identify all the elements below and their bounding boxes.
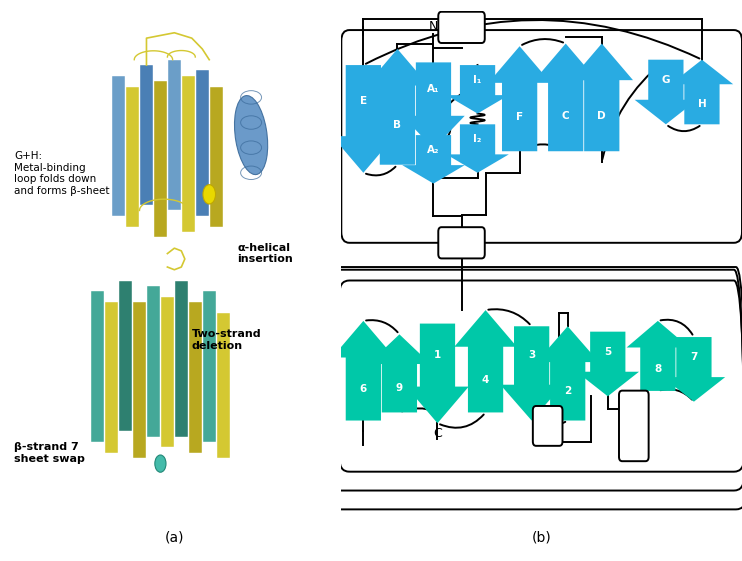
FancyArrow shape bbox=[332, 65, 395, 173]
FancyBboxPatch shape bbox=[161, 297, 174, 448]
FancyBboxPatch shape bbox=[196, 71, 209, 216]
FancyArrow shape bbox=[332, 321, 395, 421]
FancyArrowPatch shape bbox=[522, 39, 563, 45]
Text: N: N bbox=[429, 20, 439, 33]
FancyBboxPatch shape bbox=[188, 302, 202, 453]
FancyArrowPatch shape bbox=[366, 320, 398, 332]
FancyArrow shape bbox=[536, 327, 599, 421]
FancyArrowPatch shape bbox=[668, 126, 700, 131]
FancyArrowPatch shape bbox=[534, 422, 565, 426]
FancyBboxPatch shape bbox=[533, 406, 562, 446]
FancyBboxPatch shape bbox=[91, 291, 105, 442]
Text: 5: 5 bbox=[604, 347, 611, 357]
Text: 7: 7 bbox=[690, 352, 697, 362]
FancyArrowPatch shape bbox=[660, 389, 692, 399]
FancyArrow shape bbox=[500, 327, 563, 421]
FancyBboxPatch shape bbox=[105, 302, 118, 453]
FancyBboxPatch shape bbox=[439, 227, 485, 259]
FancyBboxPatch shape bbox=[126, 86, 139, 227]
Text: A₁: A₁ bbox=[427, 84, 440, 94]
FancyBboxPatch shape bbox=[119, 280, 132, 431]
Text: 2: 2 bbox=[564, 387, 571, 396]
FancyArrowPatch shape bbox=[522, 144, 563, 150]
FancyArrow shape bbox=[577, 332, 639, 396]
Text: α-helical
insertion: α-helical insertion bbox=[237, 243, 293, 264]
FancyArrow shape bbox=[402, 62, 464, 149]
FancyBboxPatch shape bbox=[209, 86, 223, 227]
Circle shape bbox=[155, 455, 166, 472]
FancyArrow shape bbox=[446, 125, 509, 173]
FancyArrow shape bbox=[571, 44, 633, 151]
Text: (b): (b) bbox=[532, 530, 551, 544]
Text: 9: 9 bbox=[395, 383, 403, 393]
FancyBboxPatch shape bbox=[619, 390, 649, 461]
Text: C: C bbox=[562, 111, 570, 121]
FancyArrowPatch shape bbox=[660, 320, 692, 335]
Text: I₂: I₂ bbox=[473, 134, 482, 144]
FancyBboxPatch shape bbox=[217, 313, 230, 458]
Text: G+H:
Metal-binding
loop folds down
and forms β-sheet: G+H: Metal-binding loop folds down and f… bbox=[14, 151, 110, 196]
FancyBboxPatch shape bbox=[174, 280, 188, 436]
FancyArrowPatch shape bbox=[488, 309, 530, 324]
Text: Two-strand
deletion: Two-strand deletion bbox=[191, 329, 261, 351]
Text: B: B bbox=[393, 120, 401, 130]
FancyBboxPatch shape bbox=[182, 76, 195, 232]
FancyBboxPatch shape bbox=[203, 291, 216, 442]
FancyArrowPatch shape bbox=[603, 61, 663, 159]
Circle shape bbox=[203, 185, 215, 204]
Text: 3: 3 bbox=[528, 351, 535, 361]
FancyArrow shape bbox=[671, 59, 733, 125]
Text: β-strand 7
sheet swap: β-strand 7 sheet swap bbox=[14, 442, 85, 464]
FancyBboxPatch shape bbox=[147, 286, 160, 436]
Text: H: H bbox=[697, 99, 706, 109]
FancyArrowPatch shape bbox=[440, 415, 484, 427]
FancyBboxPatch shape bbox=[154, 81, 167, 237]
Text: F: F bbox=[516, 112, 523, 122]
Text: 8: 8 bbox=[654, 364, 661, 374]
FancyArrow shape bbox=[488, 46, 551, 151]
FancyArrow shape bbox=[626, 321, 689, 391]
FancyArrow shape bbox=[534, 44, 597, 151]
FancyArrowPatch shape bbox=[402, 408, 435, 411]
FancyArrow shape bbox=[402, 135, 464, 183]
FancyBboxPatch shape bbox=[112, 76, 125, 216]
FancyBboxPatch shape bbox=[168, 59, 181, 210]
Text: G: G bbox=[662, 75, 670, 85]
FancyArrow shape bbox=[634, 59, 697, 125]
FancyArrowPatch shape bbox=[366, 20, 700, 64]
Text: E: E bbox=[360, 95, 367, 105]
FancyArrow shape bbox=[366, 49, 429, 165]
Text: I₁: I₁ bbox=[473, 75, 482, 85]
Text: D: D bbox=[597, 111, 606, 121]
Text: 1: 1 bbox=[434, 350, 441, 360]
FancyBboxPatch shape bbox=[439, 12, 485, 43]
Text: C: C bbox=[433, 427, 441, 440]
FancyArrow shape bbox=[663, 337, 725, 402]
Text: A₂: A₂ bbox=[427, 145, 440, 155]
Ellipse shape bbox=[234, 95, 268, 174]
FancyArrowPatch shape bbox=[366, 167, 395, 176]
Text: (a): (a) bbox=[165, 530, 184, 544]
FancyArrow shape bbox=[454, 310, 517, 412]
FancyArrow shape bbox=[368, 334, 430, 412]
FancyBboxPatch shape bbox=[139, 65, 153, 205]
FancyBboxPatch shape bbox=[133, 302, 146, 458]
Text: 4: 4 bbox=[482, 375, 489, 385]
FancyArrow shape bbox=[406, 324, 469, 423]
FancyArrow shape bbox=[446, 65, 509, 113]
Text: 6: 6 bbox=[360, 384, 367, 394]
